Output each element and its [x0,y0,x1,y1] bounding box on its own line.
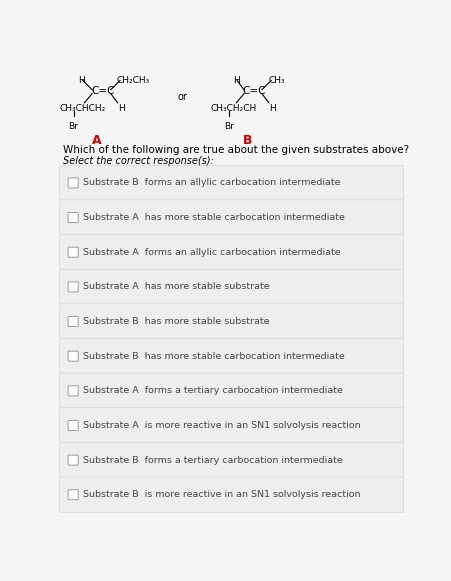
Text: CH₃: CH₃ [267,76,284,85]
FancyBboxPatch shape [60,235,403,270]
FancyBboxPatch shape [60,477,403,512]
Text: Substrate B  has more stable substrate: Substrate B has more stable substrate [83,317,269,326]
FancyBboxPatch shape [60,304,403,339]
Text: Substrate B  forms a tertiary carbocation intermediate: Substrate B forms a tertiary carbocation… [83,456,342,465]
FancyBboxPatch shape [68,386,78,396]
Text: Br: Br [69,122,78,131]
Text: Substrate A  has more stable substrate: Substrate A has more stable substrate [83,282,269,291]
FancyBboxPatch shape [60,269,403,304]
FancyBboxPatch shape [68,455,78,465]
FancyBboxPatch shape [60,339,403,374]
Text: CH₂CH₃: CH₂CH₃ [117,76,150,85]
FancyBboxPatch shape [68,490,78,500]
Text: H: H [117,105,124,113]
FancyBboxPatch shape [68,317,78,327]
Text: or: or [178,92,187,102]
FancyBboxPatch shape [60,442,403,478]
Text: C=C: C=C [242,87,265,96]
Text: H: H [232,76,239,85]
Text: Substrate A  forms a tertiary carbocation intermediate: Substrate A forms a tertiary carbocation… [83,386,342,395]
Text: Substrate B  has more stable carbocation intermediate: Substrate B has more stable carbocation … [83,352,344,361]
Text: Substrate B  is more reactive in an SN1 solvolysis reaction: Substrate B is more reactive in an SN1 s… [83,490,359,499]
FancyBboxPatch shape [60,200,403,235]
FancyBboxPatch shape [68,282,78,292]
FancyBboxPatch shape [60,373,403,408]
Text: Substrate A  forms an allylic carbocation intermediate: Substrate A forms an allylic carbocation… [83,248,340,257]
FancyBboxPatch shape [60,165,403,200]
Text: A: A [92,134,101,148]
Text: H: H [78,76,84,85]
Text: H: H [268,105,275,113]
FancyBboxPatch shape [68,213,78,223]
Text: Select the correct response(s):: Select the correct response(s): [63,156,213,166]
Text: B: B [243,134,252,148]
FancyBboxPatch shape [68,178,78,188]
FancyBboxPatch shape [60,408,403,443]
Text: Br: Br [224,122,234,131]
Text: Substrate B  forms an allylic carbocation intermediate: Substrate B forms an allylic carbocation… [83,178,340,188]
Text: CH₃CH₂CH: CH₃CH₂CH [210,105,257,113]
FancyBboxPatch shape [68,351,78,361]
Text: Substrate A  has more stable carbocation intermediate: Substrate A has more stable carbocation … [83,213,344,222]
Text: Which of the following are true about the given substrates above?: Which of the following are true about th… [63,145,408,155]
Text: CH₃CHCH₂: CH₃CHCH₂ [60,105,106,113]
Text: C=C: C=C [91,87,115,96]
FancyBboxPatch shape [68,421,78,431]
Text: Substrate A  is more reactive in an SN1 solvolysis reaction: Substrate A is more reactive in an SN1 s… [83,421,360,430]
FancyBboxPatch shape [68,247,78,257]
